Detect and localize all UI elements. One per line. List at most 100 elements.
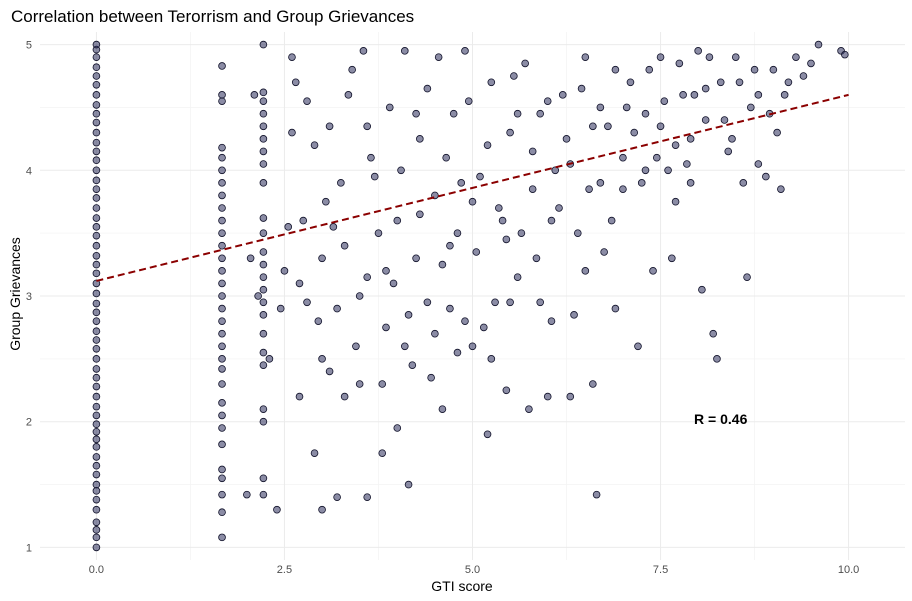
- data-point: [671, 197, 680, 206]
- data-point: [259, 135, 268, 143]
- data-point: [690, 91, 699, 99]
- y-tick-label: 4: [26, 165, 32, 177]
- data-point: [359, 47, 368, 55]
- data-point: [412, 254, 420, 263]
- data-point: [686, 135, 695, 143]
- data-point: [694, 47, 702, 55]
- data-point: [218, 508, 226, 517]
- y-axis-tick-labels: 1 2 3 4 5: [26, 40, 32, 555]
- data-point: [259, 490, 268, 499]
- data-point: [259, 329, 268, 338]
- data-point: [705, 53, 714, 61]
- data-point: [446, 304, 454, 313]
- data-point: [259, 260, 268, 269]
- data-point: [739, 179, 748, 187]
- data-point: [92, 336, 101, 344]
- data-point: [397, 166, 405, 175]
- data-point: [363, 122, 371, 131]
- data-point: [412, 109, 420, 118]
- data-point: [92, 487, 101, 495]
- data-point: [218, 304, 226, 313]
- data-point: [799, 72, 808, 80]
- data-point: [660, 97, 669, 105]
- data-point: [750, 65, 759, 74]
- y-axis-title: Group Grievances: [7, 237, 23, 351]
- data-point: [218, 153, 226, 162]
- data-point: [322, 197, 330, 206]
- data-point: [92, 365, 101, 373]
- data-point: [259, 285, 268, 294]
- data-point: [259, 298, 268, 307]
- y-tick-label: 1: [26, 542, 32, 554]
- data-point: [250, 91, 259, 99]
- data-point: [218, 166, 226, 175]
- data-point: [318, 355, 326, 363]
- data-point: [464, 97, 473, 105]
- data-point: [92, 91, 101, 99]
- data-point: [589, 380, 597, 388]
- data-point: [92, 480, 101, 489]
- data-point: [218, 229, 226, 237]
- data-point: [295, 392, 304, 401]
- data-point: [401, 47, 409, 55]
- data-point: [218, 204, 226, 212]
- data-point: [92, 443, 101, 451]
- data-point: [92, 382, 101, 391]
- data-point: [259, 273, 268, 281]
- data-point: [378, 380, 387, 388]
- data-point: [841, 50, 849, 59]
- chart-title: Correlation between Terorrism and Group …: [11, 7, 414, 26]
- data-point: [457, 179, 466, 187]
- data-point: [453, 348, 462, 357]
- data-point: [259, 40, 268, 49]
- data-point: [611, 65, 620, 74]
- data-point: [259, 214, 268, 222]
- data-point: [92, 392, 101, 401]
- data-point: [656, 122, 665, 131]
- data-point: [92, 411, 101, 420]
- data-point: [355, 380, 364, 388]
- data-point: [92, 373, 101, 382]
- data-point: [416, 210, 424, 219]
- data-point: [259, 97, 268, 105]
- data-point: [762, 172, 770, 181]
- data-point: [310, 141, 319, 149]
- data-point: [728, 135, 736, 143]
- data-point: [259, 147, 268, 156]
- data-point: [558, 91, 567, 99]
- data-point: [92, 533, 101, 542]
- data-point: [543, 392, 552, 401]
- data-point: [656, 53, 665, 61]
- data-point: [536, 298, 544, 307]
- data-point: [528, 185, 537, 193]
- data-point: [476, 172, 484, 181]
- data-point: [607, 216, 616, 225]
- data-point: [408, 361, 417, 369]
- data-point: [92, 269, 101, 278]
- data-point: [218, 399, 226, 407]
- data-point: [506, 128, 514, 137]
- data-point: [259, 361, 268, 369]
- data-point: [461, 47, 469, 55]
- data-point: [581, 53, 590, 61]
- data-point: [303, 298, 311, 307]
- data-point: [325, 122, 334, 131]
- data-point: [295, 279, 304, 288]
- data-point: [218, 292, 226, 300]
- data-point: [780, 91, 789, 99]
- data-point: [92, 231, 101, 240]
- data-point: [92, 40, 101, 49]
- data-point: [543, 97, 552, 105]
- x-tick-label: 5.0: [465, 564, 480, 576]
- data-point: [438, 260, 447, 269]
- data-point: [521, 59, 529, 68]
- data-point: [318, 505, 326, 514]
- data-point: [92, 470, 101, 479]
- data-point: [92, 156, 101, 165]
- data-point: [378, 449, 387, 457]
- data-point: [344, 91, 353, 99]
- data-point: [92, 289, 101, 298]
- data-point: [340, 241, 349, 250]
- data-point: [355, 292, 364, 300]
- data-point: [491, 298, 499, 307]
